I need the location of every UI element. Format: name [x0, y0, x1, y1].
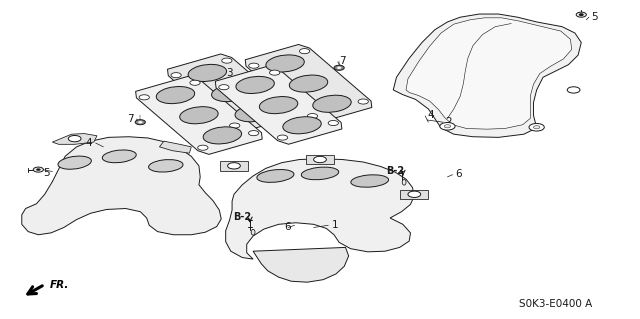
Text: 6: 6	[285, 222, 291, 232]
Polygon shape	[220, 161, 248, 171]
Circle shape	[328, 121, 339, 126]
Text: 3: 3	[177, 85, 184, 95]
Circle shape	[221, 58, 232, 63]
Circle shape	[248, 130, 259, 136]
Text: FR.: FR.	[50, 280, 69, 290]
Polygon shape	[136, 76, 262, 154]
Ellipse shape	[102, 150, 136, 163]
Ellipse shape	[251, 229, 255, 235]
Ellipse shape	[289, 75, 328, 92]
Text: 4: 4	[86, 138, 93, 148]
Circle shape	[219, 85, 229, 90]
Text: 3: 3	[227, 69, 233, 78]
Polygon shape	[394, 14, 581, 137]
Circle shape	[444, 125, 451, 128]
Ellipse shape	[236, 77, 275, 93]
Ellipse shape	[235, 105, 273, 122]
Polygon shape	[159, 141, 191, 153]
Circle shape	[68, 136, 81, 142]
Text: S0K3-E0400 A: S0K3-E0400 A	[519, 299, 593, 309]
Circle shape	[529, 123, 544, 131]
Text: 6: 6	[455, 169, 461, 179]
Polygon shape	[226, 159, 414, 259]
Text: B-2: B-2	[233, 212, 252, 222]
Ellipse shape	[257, 169, 294, 182]
Ellipse shape	[283, 117, 321, 134]
Circle shape	[314, 156, 326, 163]
Circle shape	[358, 99, 369, 104]
Polygon shape	[22, 137, 221, 235]
Circle shape	[230, 123, 240, 128]
Text: 7: 7	[127, 114, 134, 124]
Ellipse shape	[301, 167, 339, 180]
Circle shape	[33, 167, 44, 172]
Circle shape	[249, 63, 259, 68]
Circle shape	[337, 67, 341, 69]
Polygon shape	[406, 18, 572, 129]
Circle shape	[280, 108, 291, 114]
Polygon shape	[306, 155, 334, 164]
Ellipse shape	[351, 175, 388, 187]
Polygon shape	[400, 189, 428, 199]
Circle shape	[334, 65, 344, 70]
Text: 1: 1	[332, 220, 338, 230]
Ellipse shape	[402, 179, 406, 185]
Text: 2: 2	[445, 117, 452, 127]
Polygon shape	[168, 54, 294, 132]
Circle shape	[300, 48, 310, 54]
Ellipse shape	[188, 64, 227, 81]
Ellipse shape	[180, 107, 218, 124]
Ellipse shape	[259, 97, 298, 114]
Circle shape	[567, 87, 580, 93]
Circle shape	[408, 191, 420, 197]
Ellipse shape	[148, 160, 183, 172]
Circle shape	[579, 14, 583, 16]
Polygon shape	[215, 66, 342, 144]
Circle shape	[228, 163, 241, 169]
Ellipse shape	[212, 85, 250, 102]
Polygon shape	[52, 134, 97, 144]
Circle shape	[440, 122, 455, 130]
Circle shape	[138, 121, 142, 123]
Circle shape	[171, 73, 181, 78]
Text: B-2: B-2	[386, 166, 404, 176]
Ellipse shape	[203, 127, 242, 144]
Ellipse shape	[156, 86, 195, 104]
Ellipse shape	[313, 95, 351, 112]
Circle shape	[198, 145, 208, 150]
Text: 4: 4	[427, 110, 434, 120]
Circle shape	[307, 114, 317, 119]
Ellipse shape	[58, 156, 92, 169]
Text: 5: 5	[591, 11, 598, 22]
Polygon shape	[245, 44, 372, 123]
Circle shape	[576, 12, 586, 17]
Circle shape	[534, 126, 540, 129]
Text: 5: 5	[43, 168, 50, 178]
Ellipse shape	[266, 55, 304, 72]
Polygon shape	[253, 248, 349, 282]
Circle shape	[277, 135, 287, 140]
Circle shape	[269, 70, 280, 75]
Circle shape	[139, 95, 149, 100]
Circle shape	[36, 169, 40, 171]
Text: 7: 7	[339, 56, 346, 66]
Circle shape	[135, 120, 145, 125]
Circle shape	[190, 80, 200, 85]
